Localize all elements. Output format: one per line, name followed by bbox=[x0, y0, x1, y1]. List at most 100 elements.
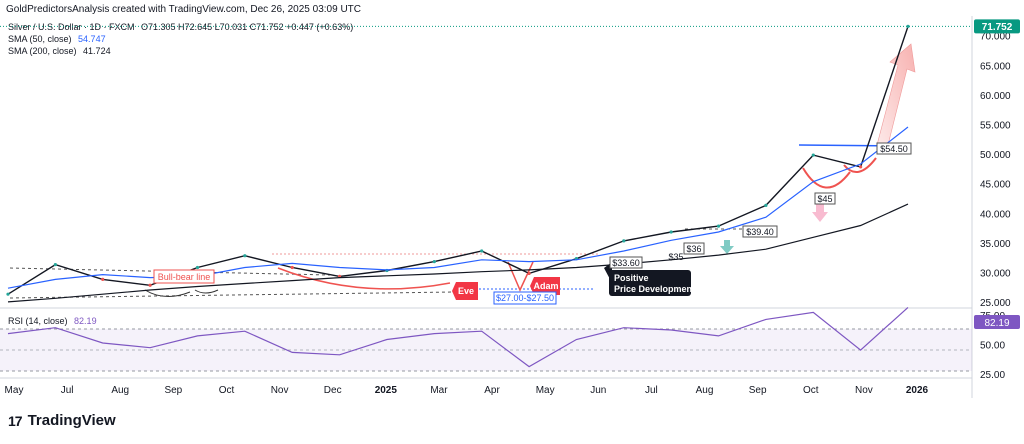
time-tick-label: Nov bbox=[271, 385, 289, 396]
label-36: $36 bbox=[686, 244, 701, 254]
time-tick-label: Aug bbox=[111, 385, 129, 396]
time-tick-label: Sep bbox=[164, 385, 182, 396]
label-39-40-box bbox=[742, 225, 778, 238]
sma50-value: 54.747 bbox=[78, 34, 106, 44]
price-tick-label: 45.000 bbox=[980, 180, 1011, 191]
label-36-box bbox=[683, 242, 705, 255]
rsi-value-tag-text: 82.19 bbox=[984, 318, 1009, 329]
price-tick-label: 25.000 bbox=[980, 298, 1011, 309]
label-33-60: $33.60 bbox=[612, 258, 640, 268]
positive-label-1: Positive bbox=[614, 273, 649, 283]
eve-label: Eve bbox=[458, 286, 474, 296]
price-point bbox=[811, 153, 815, 157]
price-point bbox=[101, 277, 105, 281]
sma50-label: SMA (50, close) bbox=[8, 34, 72, 44]
annotation-labels[interactable]: Bull-bear line Eve Adam $27.00-$27.50 Po… bbox=[153, 142, 912, 305]
sma200-label: SMA (200, close) bbox=[8, 46, 77, 56]
price-tick-label: 50.000 bbox=[980, 150, 1011, 161]
up-arrow-pink-icon bbox=[812, 202, 828, 222]
last-price-tag[interactable] bbox=[974, 19, 1020, 34]
time-tick-label: Sep bbox=[749, 385, 767, 396]
time-tick-label: May bbox=[536, 385, 555, 396]
label-54-50-box bbox=[876, 142, 912, 155]
series-layer bbox=[6, 24, 910, 303]
adam-label: Adam bbox=[533, 281, 558, 291]
label-35: $35 bbox=[668, 252, 683, 262]
time-tick-label: Jul bbox=[61, 385, 74, 396]
rsi-label: RSI (14, close) bbox=[8, 316, 68, 326]
price-point bbox=[148, 283, 152, 287]
time-tick-label: Oct bbox=[219, 385, 235, 396]
adam-curve bbox=[507, 261, 534, 292]
price-point bbox=[527, 271, 531, 276]
price-tick-label: 40.000 bbox=[980, 209, 1011, 220]
tradingview-logo[interactable]: 17 TradingView bbox=[8, 412, 116, 429]
label-45-box bbox=[814, 192, 836, 205]
time-tick-label: May bbox=[5, 385, 24, 396]
price-tick-label: 70.000 bbox=[980, 32, 1011, 43]
price-point bbox=[764, 203, 768, 207]
label-33-60-box bbox=[609, 256, 643, 269]
sma200-value: 41.724 bbox=[83, 46, 111, 56]
handle-curve bbox=[843, 157, 877, 173]
price-point bbox=[432, 260, 436, 264]
time-tick-label: Jun bbox=[590, 385, 606, 396]
rsi-layer bbox=[7, 306, 909, 368]
small-cup-curve bbox=[144, 289, 191, 297]
symbol-legend[interactable]: Silver / U.S. Dollar · 1D · FXCM O71.305… bbox=[8, 22, 353, 32]
price-tick-label: 55.000 bbox=[980, 120, 1011, 131]
sma50-legend[interactable]: SMA (50, close) 54.747 bbox=[8, 34, 106, 44]
time-tick-label: Apr bbox=[484, 385, 500, 396]
price-point bbox=[6, 292, 10, 296]
price-point bbox=[859, 165, 863, 169]
price-tick-label: 65.000 bbox=[980, 61, 1011, 72]
chart-caption: GoldPredictorsAnalysis created with Trad… bbox=[6, 4, 361, 15]
price-tick-label: 60.000 bbox=[980, 91, 1011, 102]
ohlc-values: O71.305 H72.645 L70.031 C71.752 +0.447 (… bbox=[141, 22, 354, 32]
rsi-value-tag bbox=[974, 315, 1020, 329]
price-axis[interactable]: 25.000 30.000 35.000 40.000 45.000 50.000 55.0… bbox=[980, 32, 1011, 309]
time-tick-label: Nov bbox=[855, 385, 873, 396]
positive-label-2: Price Development bbox=[614, 284, 695, 294]
price-point bbox=[53, 262, 57, 267]
time-axis[interactable]: May Jul Aug Sep Oct Nov Dec 2025 Mar Apr May Jun Jul… bbox=[5, 385, 929, 396]
up-arrow-teal-icon bbox=[720, 240, 734, 254]
price-point bbox=[290, 265, 294, 270]
time-tick-label: Jul bbox=[645, 385, 658, 396]
support-band-label: $27.00-$27.50 bbox=[496, 293, 554, 303]
label-39-40: $39.40 bbox=[746, 227, 774, 237]
price-point bbox=[716, 224, 721, 228]
sma200-legend[interactable]: SMA (200, close) 41.724 bbox=[8, 46, 111, 56]
price-point bbox=[480, 249, 484, 253]
price-tick-label: 35.000 bbox=[980, 239, 1011, 250]
small-cup-curve-2 bbox=[194, 289, 219, 294]
rsi-legend[interactable]: RSI (14, close) 82.19 bbox=[8, 316, 97, 326]
positive-callout bbox=[609, 270, 691, 296]
label-54-50: $54.50 bbox=[880, 144, 908, 154]
bull-bear-label-box bbox=[153, 269, 215, 284]
annotations[interactable] bbox=[9, 43, 916, 299]
tradingview-mark-icon: 17 bbox=[8, 412, 23, 429]
time-tick-label: Dec bbox=[324, 385, 342, 396]
price-tick-label: 30.000 bbox=[980, 268, 1011, 279]
rsi-tick-label: 25.00 bbox=[980, 370, 1005, 381]
rsi-line bbox=[7, 306, 909, 368]
symbol-name: Silver / U.S. Dollar · 1D · FXCM bbox=[8, 22, 135, 32]
adam-callout bbox=[530, 277, 560, 295]
price-point bbox=[622, 239, 626, 243]
price-point bbox=[669, 230, 673, 234]
time-tick-label: 2025 bbox=[375, 385, 398, 396]
time-tick-label: Aug bbox=[696, 385, 714, 396]
projection-arrow-icon bbox=[876, 43, 916, 150]
price-point bbox=[195, 265, 200, 270]
support-band-box bbox=[493, 291, 557, 305]
rsi-value: 82.19 bbox=[74, 316, 97, 326]
tradingview-wordmark: TradingView bbox=[27, 412, 116, 429]
eve-curve bbox=[277, 267, 451, 290]
series-line-1 bbox=[7, 126, 909, 289]
time-tick-label: 2026 bbox=[906, 385, 929, 396]
rsi-tick-label: 50.00 bbox=[980, 340, 1005, 351]
time-tick-label: Mar bbox=[430, 385, 448, 396]
series-line-2 bbox=[7, 203, 909, 303]
